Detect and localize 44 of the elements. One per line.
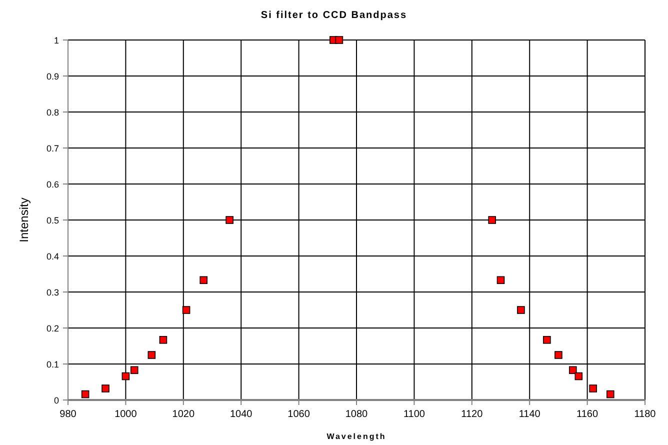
x-tick-label: 1040 (230, 409, 253, 420)
x-tick-label: 1080 (345, 409, 368, 420)
point (496, 276, 505, 284)
y-tick-label: 1 (54, 36, 59, 46)
x-tick-label: 1060 (288, 409, 310, 420)
point (226, 216, 234, 224)
y-tick-label: 0.8 (46, 108, 59, 118)
point (182, 306, 190, 314)
point (200, 276, 208, 284)
point (606, 390, 614, 398)
point (335, 36, 344, 44)
y-tick-label: 0.9 (46, 72, 59, 82)
y-tick-label: 0.4 (46, 252, 59, 262)
y-tick-label: 0.5 (46, 216, 59, 226)
point (488, 216, 496, 224)
y-tick-label: 0.7 (46, 144, 59, 154)
x-axis-title: Wavelength (326, 432, 386, 441)
y-tick-label: 0.6 (46, 180, 59, 190)
point (574, 372, 583, 380)
y-tick-label: 0.1 (46, 360, 59, 370)
point (130, 366, 138, 374)
point (589, 384, 597, 392)
x-tick-label: 980 (60, 409, 77, 420)
x-tick-label: 1020 (172, 409, 195, 420)
x-tick-label: 1140 (518, 409, 541, 420)
point (568, 366, 577, 374)
y-axis-title: Intensity (17, 198, 31, 242)
point (543, 336, 551, 344)
point (554, 351, 562, 359)
point (122, 372, 130, 380)
point (159, 336, 168, 344)
x-tick-label: 1160 (576, 409, 598, 420)
y-tick-label: 0.2 (46, 324, 59, 334)
point (517, 306, 525, 314)
point (148, 351, 156, 359)
x-tick-label: 1180 (634, 409, 656, 420)
point (81, 390, 90, 398)
y-tick-label: 0 (54, 396, 59, 406)
point (102, 384, 110, 392)
x-tick-label: 1120 (461, 409, 484, 420)
chart-title: Si filter to CCD Bandpass (260, 10, 408, 21)
x-tick-label: 1100 (403, 409, 426, 420)
y-tick-label: 0.3 (46, 288, 59, 298)
x-tick-label: 1000 (114, 409, 138, 420)
